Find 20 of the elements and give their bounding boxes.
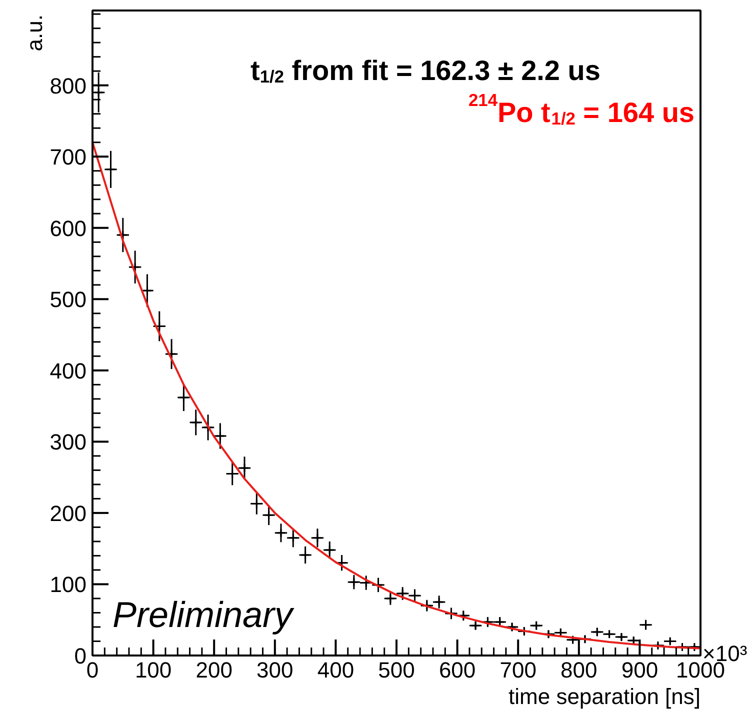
x-tick-label: 400	[317, 658, 354, 682]
annotation: Preliminary	[112, 594, 295, 635]
y-tick-label: 600	[50, 216, 87, 241]
x-tick-label: 500	[378, 658, 415, 682]
y-tick-label: 100	[50, 572, 87, 598]
x-tick-label: 900	[621, 658, 658, 682]
x-tick-label: 700	[500, 658, 536, 682]
y-tick-label: 300	[50, 430, 87, 455]
y-tick-label: 200	[50, 500, 87, 526]
x-tick-label: 800	[560, 658, 598, 682]
y-tick-label: 800	[50, 73, 87, 98]
x-tick-label: 100	[134, 658, 172, 682]
y-tick-label: 400	[50, 358, 87, 384]
y-axis-title: a.u.	[22, 14, 47, 52]
x-tick-label: 200	[196, 658, 232, 682]
y-tick-label: 700	[50, 144, 87, 170]
x-tick-label: 600	[438, 658, 476, 682]
x-tick-label: 300	[256, 658, 294, 682]
y-tick-label: 500	[50, 287, 87, 312]
x-axis-title: time separation [ns]	[508, 684, 700, 709]
